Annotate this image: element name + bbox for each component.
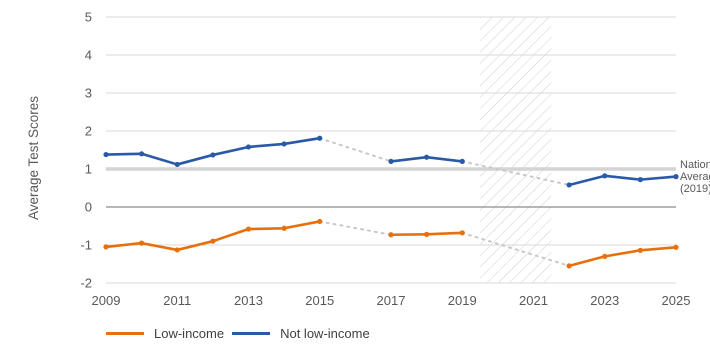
data-point (174, 247, 180, 253)
x-tick-label: 2009 (92, 293, 121, 308)
data-point (388, 158, 394, 164)
data-point (388, 232, 394, 238)
data-point (317, 218, 323, 225)
data-point (210, 238, 216, 244)
x-tick-label: 2019 (448, 293, 477, 308)
data-point (210, 152, 216, 158)
data-point (459, 230, 465, 236)
data-point (139, 240, 145, 246)
data-point (602, 173, 608, 179)
y-tick-label: 4 (85, 48, 92, 63)
data-point (245, 226, 252, 232)
gap-connector (461, 160, 571, 186)
data-point (637, 177, 643, 183)
data-point (673, 244, 679, 250)
x-tick-label: 2017 (377, 293, 406, 308)
x-tick-label: 2025 (662, 293, 691, 308)
shaded-region (480, 17, 552, 283)
data-point (424, 231, 430, 237)
data-point (103, 151, 109, 158)
data-point (566, 263, 572, 269)
x-tick-label: 2015 (305, 293, 334, 308)
x-tick-label: 2023 (590, 293, 619, 308)
data-point (424, 154, 430, 160)
y-tick-label: 1 (85, 162, 92, 177)
reference-annotation-line-1: National (680, 159, 710, 171)
series-line-1 (105, 136, 320, 166)
gap-connector (318, 137, 392, 163)
data-point (317, 135, 323, 141)
legend-swatch-not-low-income (232, 332, 271, 335)
y-tick-label: -2 (80, 276, 92, 291)
data-point (174, 161, 180, 168)
legend-label-not-low-income: Not low-income (280, 326, 370, 341)
data-point (281, 225, 287, 231)
gap-connector (318, 220, 392, 236)
series-line-0 (105, 220, 320, 252)
series-line-0 (568, 245, 677, 268)
data-point (673, 174, 679, 180)
legend-item-low-income[interactable]: Low-income (106, 326, 224, 341)
legend-item-not-low-income[interactable]: Not low-income (232, 326, 370, 341)
x-tick-label: 2013 (234, 293, 263, 308)
y-tick-label: -1 (80, 238, 92, 253)
y-axis-label: Average Test Scores (26, 96, 41, 220)
reference-annotation-line-3: (2019) (680, 183, 710, 195)
legend-swatch-low-income (106, 332, 144, 335)
gap-connector (461, 231, 571, 267)
data-point (103, 244, 109, 250)
data-point (459, 158, 465, 164)
series-line-1 (568, 174, 677, 187)
x-tick-label: 2011 (163, 293, 191, 308)
legend-label-low-income: Low-income (154, 326, 225, 341)
data-point (602, 253, 608, 259)
chart-legend: Low-income Not low-income (106, 326, 378, 341)
data-point (139, 151, 145, 157)
y-tick-label: 0 (85, 200, 92, 215)
data-point (637, 247, 643, 253)
reference-annotation-line-2: Average (680, 171, 710, 183)
data-point (566, 182, 572, 188)
reference-annotation: National Average (2019) (680, 159, 710, 195)
y-tick-label: 3 (85, 86, 92, 101)
data-point (245, 144, 252, 150)
data-point (281, 141, 287, 147)
y-tick-label: 5 (85, 10, 92, 25)
x-tick-label: 2021 (519, 293, 548, 308)
y-tick-label: 2 (85, 124, 92, 139)
